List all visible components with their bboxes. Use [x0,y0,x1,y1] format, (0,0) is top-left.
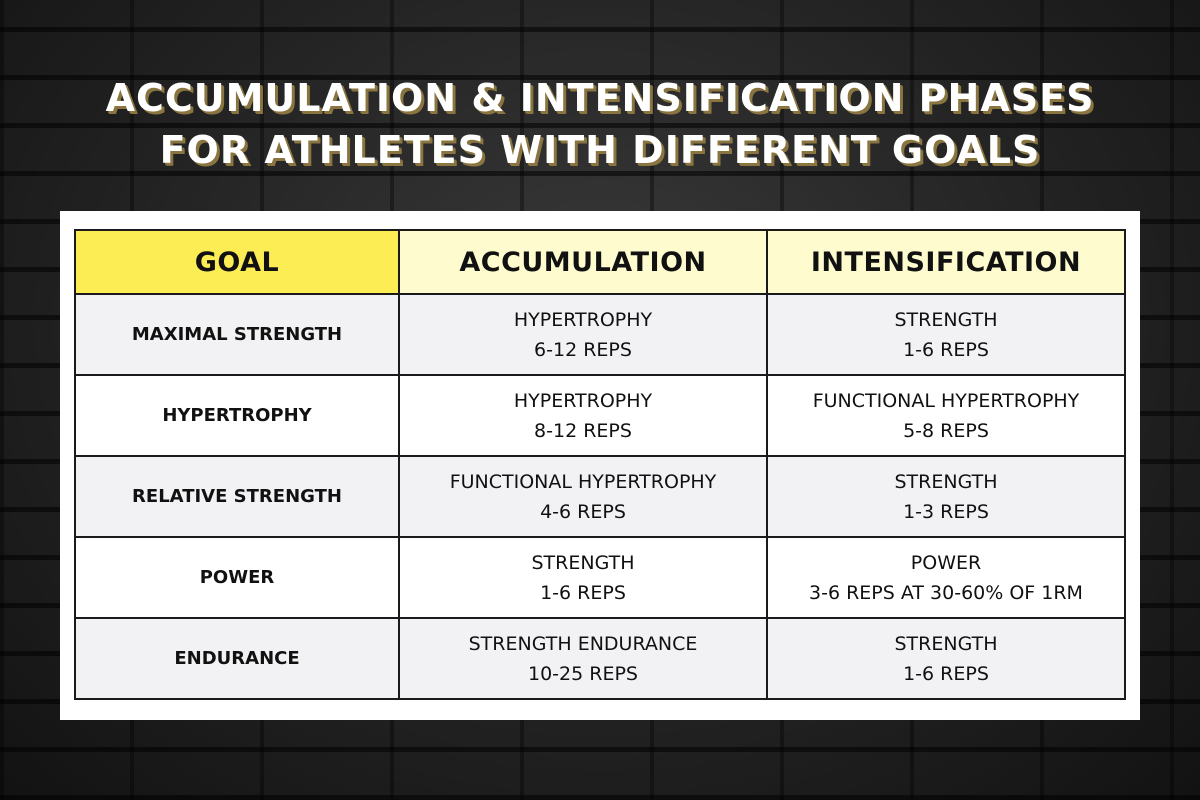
intensification-cell: STRENGTH 1-6 REPS [766,293,1126,376]
intensification-cell: FUNCTIONAL HYPERTROPHY 5-8 REPS [766,374,1126,457]
phase-type: FUNCTIONAL HYPERTROPHY [449,470,717,493]
goal-cell: RELATIVE STRENGTH [74,455,400,538]
table-row: RELATIVE STRENGTH FUNCTIONAL HYPERTROPHY… [74,455,1126,538]
phase-type: HYPERTROPHY [513,308,653,331]
intensification-cell: STRENGTH 1-6 REPS [766,617,1126,700]
phase-type: STRENGTH [894,470,998,493]
phase-reps: 10-25 REPS [528,662,638,685]
goal-cell: MAXIMAL STRENGTH [74,293,400,376]
phase-type: STRENGTH [894,308,998,331]
accumulation-cell: FUNCTIONAL HYPERTROPHY 4-6 REPS [398,455,768,538]
phase-reps: 1-6 REPS [540,581,626,604]
header-row: GOAL ACCUMULATION INTENSIFICATION [74,229,1126,295]
goal-cell: ENDURANCE [74,617,400,700]
header-intensification: INTENSIFICATION [766,229,1126,295]
page-title: ACCUMULATION & INTENSIFICATION PHASES FO… [0,72,1200,176]
phase-reps: 1-6 REPS [903,338,989,361]
header-goal: GOAL [74,229,400,295]
title-line-1: ACCUMULATION & INTENSIFICATION PHASES [105,76,1095,120]
phases-table: GOAL ACCUMULATION INTENSIFICATION MAXIMA… [74,229,1126,700]
accumulation-cell: HYPERTROPHY 8-12 REPS [398,374,768,457]
goal-cell: HYPERTROPHY [74,374,400,457]
phase-reps: 8-12 REPS [534,419,632,442]
phase-reps: 4-6 REPS [540,500,626,523]
accumulation-cell: STRENGTH ENDURANCE 10-25 REPS [398,617,768,700]
table-row: HYPERTROPHY HYPERTROPHY 8-12 REPS FUNCTI… [74,374,1126,457]
phase-type: STRENGTH [531,551,635,574]
phase-type: POWER [910,551,982,574]
table-row: ENDURANCE STRENGTH ENDURANCE 10-25 REPS … [74,617,1126,700]
phase-reps: 3-6 REPS AT 30-60% OF 1RM [809,581,1083,604]
phase-type: HYPERTROPHY [513,389,653,412]
phase-reps: 6-12 REPS [534,338,632,361]
phase-type: STRENGTH [894,632,998,655]
table-row: POWER STRENGTH 1-6 REPS POWER 3-6 REPS A… [74,536,1126,619]
title-line-2: FOR ATHLETES WITH DIFFERENT GOALS [159,128,1041,172]
phase-reps: 1-6 REPS [903,662,989,685]
phase-reps: 1-3 REPS [903,500,989,523]
table-card: GOAL ACCUMULATION INTENSIFICATION MAXIMA… [60,211,1140,720]
goal-cell: POWER [74,536,400,619]
phase-type: FUNCTIONAL HYPERTROPHY [812,389,1080,412]
accumulation-cell: HYPERTROPHY 6-12 REPS [398,293,768,376]
phase-reps: 5-8 REPS [903,419,989,442]
accumulation-cell: STRENGTH 1-6 REPS [398,536,768,619]
intensification-cell: STRENGTH 1-3 REPS [766,455,1126,538]
header-accumulation: ACCUMULATION [398,229,768,295]
intensification-cell: POWER 3-6 REPS AT 30-60% OF 1RM [766,536,1126,619]
table-row: MAXIMAL STRENGTH HYPERTROPHY 6-12 REPS S… [74,293,1126,376]
phase-type: STRENGTH ENDURANCE [468,632,698,655]
